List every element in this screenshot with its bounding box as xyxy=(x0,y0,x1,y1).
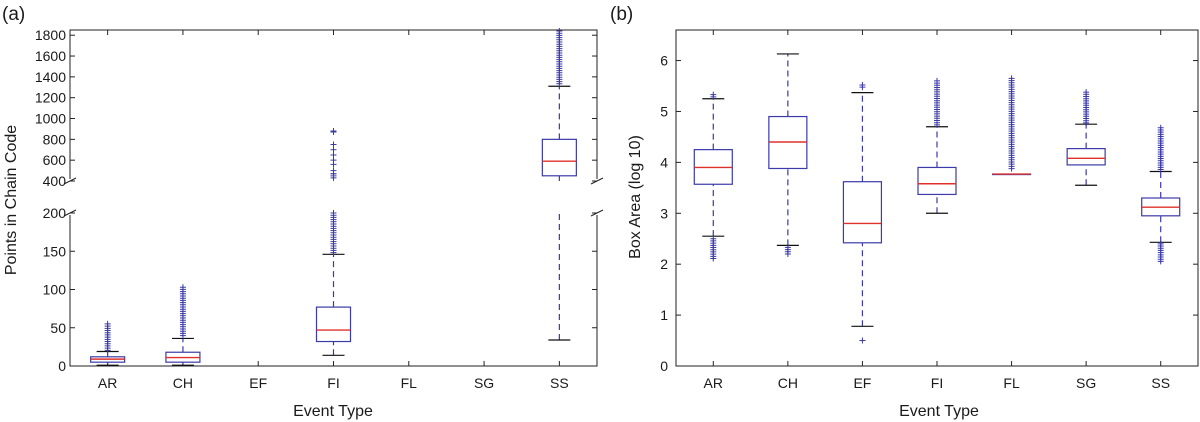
box-b-ef-outlier xyxy=(859,337,866,344)
x-tick-label: CH xyxy=(778,375,798,391)
y-tick-label: 6 xyxy=(660,53,668,69)
y-tick-label: 1600 xyxy=(35,48,66,64)
box-a-fi-outlier xyxy=(330,157,337,164)
x-tick-label: EF xyxy=(249,375,267,391)
box-a-fi-outlier xyxy=(330,128,337,135)
panel-b-label: (b) xyxy=(610,4,633,25)
y-tick-label: 1000 xyxy=(35,111,66,127)
y-tick-label: 0 xyxy=(58,358,66,374)
y-tick-label: 1800 xyxy=(35,27,66,43)
y-tick-label: 800 xyxy=(43,131,67,147)
box-b-sg-outlier xyxy=(1083,119,1090,126)
box-a-fi-outlier xyxy=(330,249,337,256)
x-tick-label: CH xyxy=(173,375,193,391)
box-b-ef-box xyxy=(842,181,883,244)
box-b-fl-outlier xyxy=(1008,165,1015,172)
x-tick-label: EF xyxy=(853,375,871,391)
x-tick-label: FI xyxy=(931,375,943,391)
box-b-fi-box xyxy=(917,166,957,196)
x-tick-label: SG xyxy=(1076,375,1096,391)
y-tick-label: 0 xyxy=(660,358,668,374)
y-tick-label: 50 xyxy=(50,320,66,336)
x-tick-label: AR xyxy=(704,375,723,391)
panel-b-plot: 0 1 2 3 4 5 6 AR CH EF FI FL SG SS xyxy=(660,29,1199,391)
y-tick-label: 5 xyxy=(660,103,668,119)
box-a-fi-outlier xyxy=(330,172,337,179)
panel-a-plot: 400 600 800 1000 1200 1400 1600 1800 0 50 100 150 20… xyxy=(35,27,604,391)
y-tick-label: 1 xyxy=(660,307,668,323)
x-tick-label: FI xyxy=(327,375,339,391)
box-a-ss-outlier xyxy=(556,80,563,87)
box-b-ss-outlier xyxy=(1157,166,1164,173)
x-tick-label: AR xyxy=(98,375,117,391)
y-tick-label: 400 xyxy=(43,173,67,189)
panel-b-xlabel: Event Type xyxy=(899,403,979,420)
y-tick-label: 100 xyxy=(43,282,67,298)
box-b-ch-outlier xyxy=(784,250,791,257)
box-a-fi-outlier xyxy=(330,141,337,148)
panel-b-ylabel: Box Area (log 10) xyxy=(627,135,644,259)
y-tick-label: 3 xyxy=(660,205,668,221)
y-tick-label: 600 xyxy=(43,152,67,168)
box-b-ar-outlier xyxy=(710,255,717,262)
box-a-ar-outlier xyxy=(104,347,111,354)
box-b-ef-outlier xyxy=(859,84,866,91)
y-tick-label: 4 xyxy=(660,154,668,170)
x-tick-label: SG xyxy=(474,375,494,391)
panel-a-xlabel: Event Type xyxy=(293,403,373,420)
y-tick-label: 2 xyxy=(660,256,668,272)
box-b-sg-box xyxy=(1066,148,1106,166)
y-tick-label: 200 xyxy=(43,205,67,221)
box-b-ss-outlier xyxy=(1157,258,1164,265)
panel-a-label: (a) xyxy=(2,4,25,25)
x-tick-label: FL xyxy=(401,375,418,391)
x-tick-label: SS xyxy=(1151,375,1170,391)
box-b-ar-outlier xyxy=(710,93,717,100)
box-b-fi-outlier xyxy=(934,121,940,128)
box-a-fi-outlier xyxy=(330,151,337,158)
box-a-fi-outlier xyxy=(330,146,337,153)
x-tick-label: FL xyxy=(1003,375,1020,391)
y-tick-label: 1400 xyxy=(35,69,66,85)
y-tick-label: 150 xyxy=(43,243,67,259)
box-a-ss-box xyxy=(541,138,577,177)
y-tick-label: 1200 xyxy=(35,90,66,106)
box-a-fi-box xyxy=(315,306,352,343)
box-a-ch-outlier xyxy=(179,332,186,339)
panel-a-ylabel: Points in Chain Code xyxy=(3,125,20,275)
x-tick-label: SS xyxy=(550,375,569,391)
